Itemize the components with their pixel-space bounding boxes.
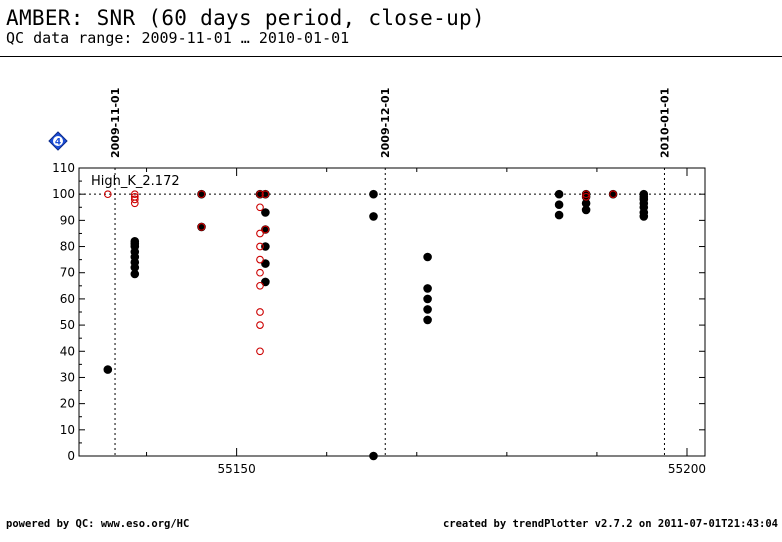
open-red-point: [256, 190, 264, 199]
filled-black-point: [261, 259, 270, 268]
open-red-point: [256, 347, 264, 356]
date-marker-label: 2009-11-01: [109, 88, 122, 158]
open-red-point: [256, 255, 264, 264]
y-tick-label: 20: [60, 397, 75, 411]
open-red-point: [256, 281, 264, 290]
filled-black-point: [261, 242, 270, 251]
filled-black-point: [423, 284, 432, 293]
badge-number: 4: [55, 138, 61, 148]
open-red-point: [261, 225, 270, 234]
header-divider: [0, 56, 782, 57]
y-tick-label: 70: [60, 266, 75, 280]
open-red-point: [130, 192, 139, 201]
open-red-point: [256, 242, 264, 251]
filled-black-point: [554, 200, 564, 209]
y-tick-label: 40: [60, 344, 75, 358]
open-red-point: [256, 321, 264, 329]
filled-black-point: [103, 365, 113, 374]
open-red-point: [256, 268, 264, 277]
filled-black-point: [423, 294, 432, 304]
x-tick-label: 55150: [218, 462, 256, 476]
open-red-point: [609, 190, 617, 199]
chart-subtitle: QC data range: 2009-11-01 … 2010-01-01: [6, 29, 350, 47]
badge-center: [53, 136, 63, 146]
open-red-point: [130, 190, 139, 199]
y-tick-label: 90: [60, 213, 75, 227]
y-tick-label: 80: [60, 240, 75, 254]
y-tick-label: 30: [60, 370, 75, 384]
y-tick-label: 0: [67, 449, 75, 463]
y-tick-label: 50: [60, 318, 75, 332]
open-red-point: [256, 229, 264, 238]
filled-black-point: [554, 189, 564, 199]
open-red-point: [256, 308, 264, 316]
filled-black-point: [369, 189, 378, 199]
filled-black-point: [369, 451, 378, 461]
y-tick-label: 110: [52, 161, 75, 175]
filled-black-point: [369, 212, 378, 221]
open-red-point: [256, 203, 264, 212]
open-red-point: [582, 190, 590, 199]
diamond-badge-icon: 4: [48, 131, 68, 151]
open-red-point: [197, 190, 206, 199]
open-red-point: [130, 195, 139, 204]
filled-black-point: [261, 208, 270, 217]
filled-black-point: [423, 305, 432, 314]
y-tick-label: 100: [52, 187, 75, 201]
open-red-point: [103, 190, 112, 199]
x-tick-label: 55200: [668, 462, 706, 476]
plot-frame: [78, 167, 706, 457]
date-marker-label: 2010-01-01: [658, 88, 671, 158]
footer-powered-by: powered by QC: www.eso.org/HC: [6, 518, 190, 530]
filled-black-point: [554, 210, 564, 220]
filled-black-point: [423, 315, 432, 325]
filled-black-point: [423, 252, 432, 262]
y-tick-label: 10: [60, 423, 75, 437]
chart-title: AMBER: SNR (60 days period, close-up): [6, 6, 485, 30]
y-tick-label: 60: [60, 292, 75, 306]
filled-black-point: [130, 237, 140, 246]
filled-black-point: [261, 277, 270, 287]
open-red-point: [582, 192, 590, 201]
footer-created-by: created by trendPlotter v2.7.2 on 2011-0…: [442, 518, 778, 530]
chart-header: AMBER: SNR (60 days period, close-up) QC…: [6, 6, 485, 47]
date-marker-label: 2009-12-01: [379, 88, 392, 158]
filled-black-point: [639, 189, 649, 199]
open-red-point: [197, 223, 206, 231]
open-red-point: [261, 190, 270, 199]
panel-label: High_K_2.172: [91, 174, 180, 189]
